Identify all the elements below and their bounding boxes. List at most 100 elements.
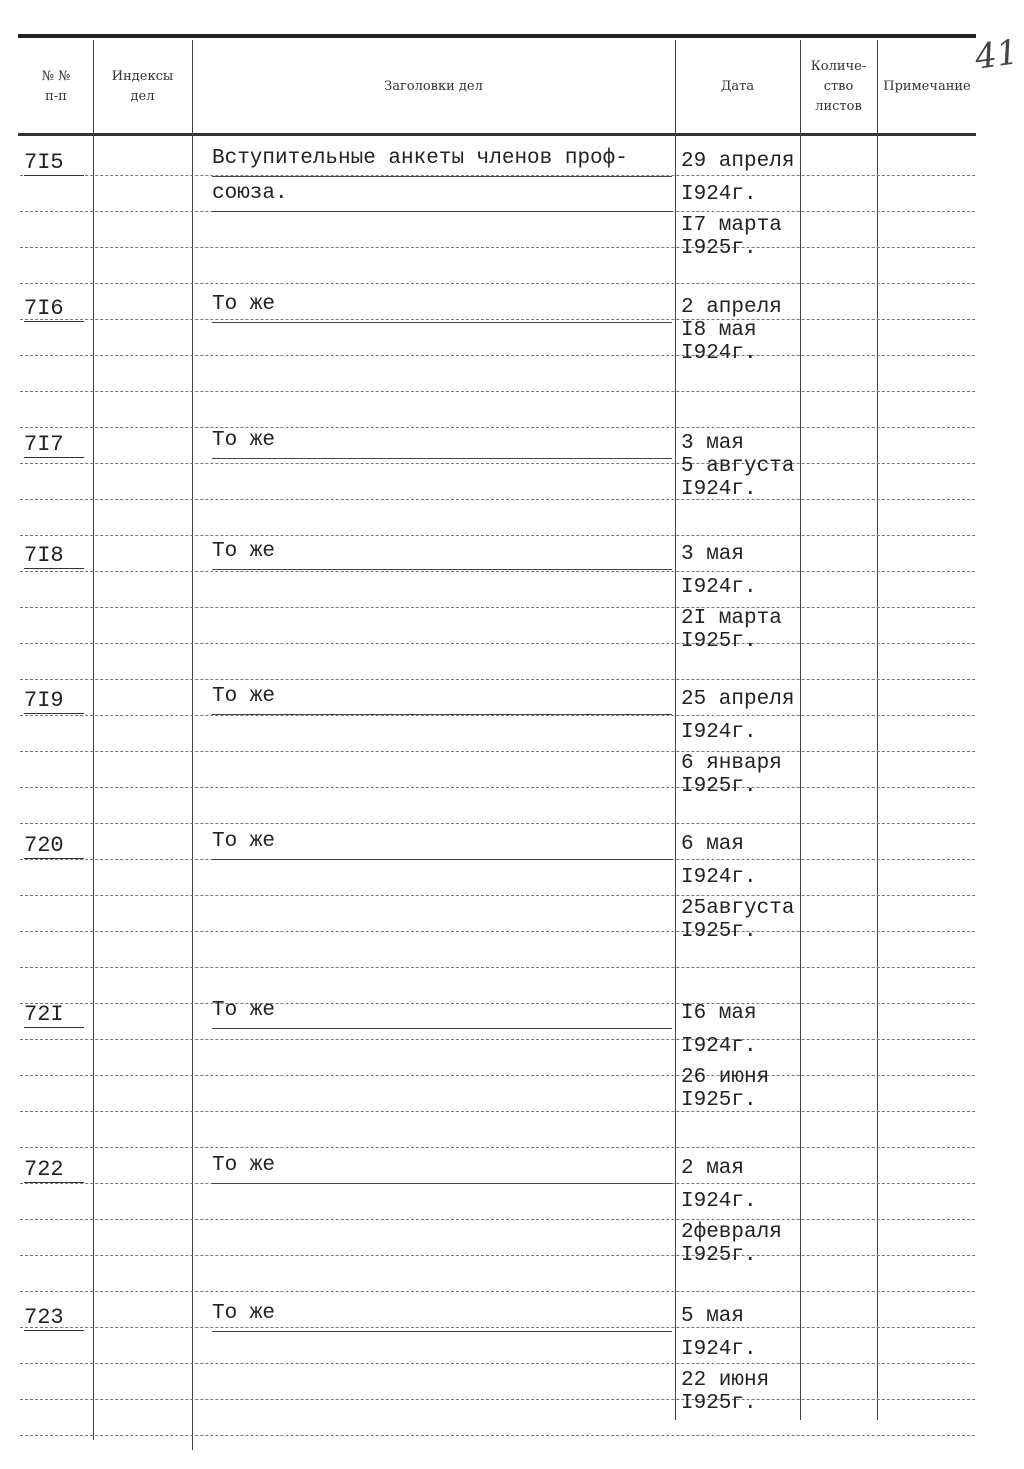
- date-line: 2 апреля: [681, 296, 782, 319]
- date-line: I925г.: [681, 920, 757, 943]
- row-number: 722: [24, 1157, 84, 1183]
- ruled-line: [20, 175, 975, 176]
- column-divider: [192, 40, 193, 1450]
- ruled-line: [20, 1291, 975, 1292]
- date-line: 2I марта: [681, 607, 782, 630]
- ruled-line: [20, 1255, 975, 1256]
- ruled-line: [20, 535, 975, 536]
- ruled-line: [20, 823, 975, 824]
- row-dates: 6 мая I924г. 25августа I925г.: [681, 833, 794, 943]
- ruled-line: [20, 967, 975, 968]
- row-number: 7I7: [24, 432, 84, 458]
- ruled-line: [20, 391, 975, 392]
- date-line: I7 марта: [681, 214, 782, 237]
- date-line: 25 апреля: [681, 688, 795, 711]
- ruled-line: [20, 1075, 975, 1076]
- row-number: 7I5: [24, 150, 84, 176]
- date-line: I925г.: [681, 1244, 757, 1267]
- ruled-line: [20, 499, 975, 500]
- date-line: I8 мая: [681, 319, 757, 342]
- row-title: То же: [212, 680, 672, 715]
- date-line: 26 июня: [681, 1066, 770, 1089]
- row-number: 72I: [24, 1002, 84, 1028]
- title-line: То же: [212, 288, 672, 323]
- ruled-line: [20, 247, 975, 248]
- ruled-line: [20, 283, 975, 284]
- column-divider: [93, 40, 94, 1440]
- row-title: Вступительные анкеты членов проф-союза.: [212, 142, 672, 212]
- ruled-line: [20, 427, 975, 428]
- header-date: Дата: [720, 78, 755, 94]
- row-dates: 29 апреля I924г. I7 марта I925г.: [681, 150, 794, 260]
- title-line: То же: [212, 1297, 672, 1332]
- date-line: I924г.: [681, 1338, 757, 1361]
- date-line: 5 мая: [681, 1305, 745, 1328]
- title-line: То же: [212, 535, 672, 570]
- row-title: То же: [212, 825, 672, 860]
- date-line: 6 мая: [681, 833, 745, 856]
- date-line: 6 января: [681, 752, 782, 775]
- date-line: I925г.: [681, 237, 757, 260]
- date-line: I925г.: [681, 630, 757, 653]
- date-line: 5 августа: [681, 455, 795, 478]
- header-number-sub: п-п: [45, 88, 67, 104]
- ruled-line: [20, 1003, 975, 1004]
- date-line: I924г.: [681, 1190, 757, 1213]
- header-number-label: № №: [41, 68, 71, 84]
- title-line: То же: [212, 424, 672, 459]
- header-note: Примечание: [883, 78, 971, 94]
- title-line: То же: [212, 994, 672, 1029]
- row-number: 723: [24, 1305, 84, 1331]
- ruled-line: [20, 1111, 975, 1112]
- date-line: 25августа: [681, 897, 795, 920]
- date-line: I925г.: [681, 1392, 757, 1415]
- ruled-line: [20, 319, 975, 320]
- ruled-line: [20, 751, 975, 752]
- date-line: I924г.: [681, 576, 757, 599]
- ruled-line: [20, 1219, 975, 1220]
- ruled-line: [20, 1327, 975, 1328]
- row-title: То же: [212, 994, 672, 1029]
- header-sheets: Количе-ство листов: [810, 58, 867, 114]
- ruled-line: [20, 1039, 975, 1040]
- ruled-line: [20, 1363, 975, 1364]
- row-title: То же: [212, 424, 672, 459]
- ruled-line: [20, 787, 975, 788]
- row-title: То же: [212, 288, 672, 323]
- date-line: I924г.: [681, 342, 757, 365]
- ruled-line: [20, 643, 975, 644]
- row-dates: 2 мая I924г. 2февраля I925г.: [681, 1157, 782, 1267]
- column-divider: [675, 40, 676, 1420]
- row-number: 7I8: [24, 543, 84, 569]
- header-title: Заголовки дел: [384, 78, 483, 94]
- header-number: № № п-п: [20, 40, 92, 133]
- row-number: 7I9: [24, 688, 84, 714]
- ruled-line: [20, 1147, 975, 1148]
- row-title: То же: [212, 1149, 672, 1184]
- row-title: То же: [212, 1297, 672, 1332]
- row-dates: 2 апреля I8 мая I924г.: [681, 296, 782, 365]
- row-dates: 3 мая 5 августа I924г.: [681, 432, 794, 501]
- ruled-line: [20, 607, 975, 608]
- date-line: I925г.: [681, 1089, 757, 1112]
- row-number: 7I6: [24, 296, 84, 322]
- column-divider: [800, 40, 801, 1420]
- ruled-line: [20, 1399, 975, 1400]
- column-divider: [877, 40, 878, 1420]
- title-line: Вступительные анкеты членов проф-: [212, 142, 672, 177]
- ruled-line: [20, 679, 975, 680]
- ruled-line: [20, 355, 975, 356]
- ruled-line: [20, 571, 975, 572]
- title-line: То же: [212, 1149, 672, 1184]
- ruled-line: [20, 715, 975, 716]
- date-line: 2 мая: [681, 1157, 745, 1180]
- date-line: 29 апреля: [681, 150, 795, 173]
- title-line: союза.: [212, 177, 672, 212]
- date-line: I6 мая: [681, 1002, 757, 1025]
- row-title: То же: [212, 535, 672, 570]
- row-dates: I6 мая I924г. 26 июня I925г.: [681, 1002, 769, 1112]
- date-line: I924г.: [681, 478, 757, 501]
- header-index: Индексы дел: [93, 40, 192, 133]
- date-line: 3 мая: [681, 432, 745, 455]
- date-line: I924г.: [681, 1035, 757, 1058]
